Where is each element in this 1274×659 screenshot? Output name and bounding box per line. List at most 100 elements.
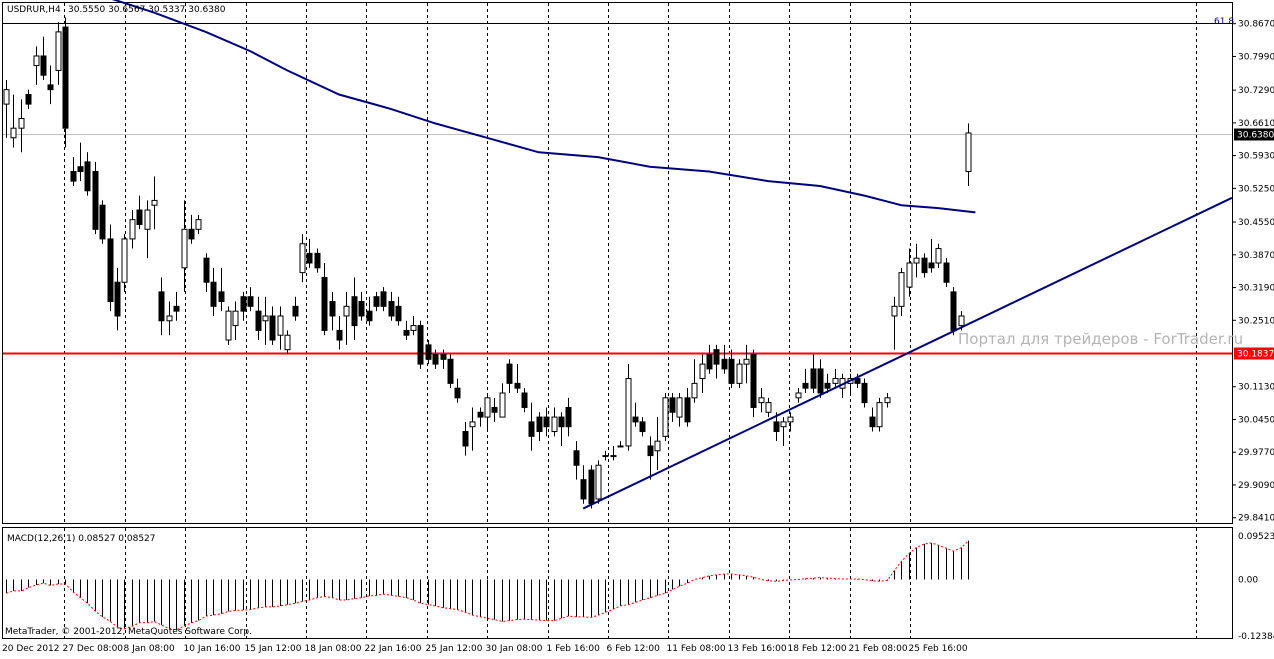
- candle-body: [158, 291, 165, 322]
- candle-body: [691, 382, 698, 399]
- time-tick-label: 15 Jan 12:00: [245, 644, 302, 654]
- price-tick-label: 30.8670: [1238, 20, 1274, 30]
- candle-body: [647, 445, 654, 457]
- candle-body: [403, 329, 410, 336]
- candle-body: [477, 411, 484, 418]
- price-tick-label: 30.6610: [1238, 119, 1274, 129]
- time-tick-label: 30 Jan 08:00: [486, 644, 543, 654]
- candle-body: [728, 358, 735, 384]
- candle-body: [913, 257, 920, 264]
- candle-body: [129, 219, 136, 240]
- candle-body: [595, 464, 602, 500]
- price-tick-label: 30.4550: [1238, 218, 1274, 228]
- candle-body: [699, 363, 706, 380]
- candle-body: [336, 329, 343, 341]
- candle-body: [787, 416, 794, 423]
- support-price-tag: [1234, 347, 1274, 360]
- candle-body: [181, 228, 188, 269]
- current-price-tag: [1234, 128, 1274, 141]
- candle-body: [3, 89, 10, 105]
- candle-body: [662, 397, 669, 437]
- candle-body: [70, 171, 77, 182]
- macd-label: MACD(12,26,1) 0.08527 0.08527: [7, 534, 156, 544]
- candle-body: [565, 406, 572, 428]
- candle-body: [610, 455, 617, 458]
- watermark: Портал для трейдеров - ForTrader.ru: [958, 330, 1243, 348]
- candlestick-series: [3, 17, 972, 509]
- time-axis: 20 Dec 2012 27 Dec 08:00 8 Jan 08:00 10 Jan…: [2, 644, 968, 654]
- candle-body: [780, 421, 787, 428]
- candle-body: [713, 349, 720, 365]
- candle-body: [869, 416, 876, 428]
- candle-body: [136, 209, 143, 225]
- candle-body: [943, 262, 950, 283]
- candle-body: [166, 315, 173, 322]
- candle-body: [617, 445, 624, 448]
- time-tick-label: 11 Feb 08:00: [667, 644, 726, 654]
- candle-body: [240, 296, 247, 312]
- candle-body: [632, 416, 639, 423]
- candle-body: [499, 392, 506, 418]
- price-tick-label: 30.1130: [1238, 383, 1274, 393]
- candle-body: [10, 127, 17, 139]
- candle-body: [654, 440, 661, 452]
- fib-level-label: 61.8: [1214, 17, 1234, 27]
- price-tick-label: 30.0450: [1238, 415, 1274, 425]
- macd-panel-frame: [2, 527, 1233, 639]
- candle-body: [203, 257, 210, 283]
- candle-body: [269, 315, 276, 341]
- price-panel-frame: [2, 2, 1233, 524]
- candle-body: [588, 469, 595, 505]
- symbol-label: USDRUR,H4: [7, 5, 61, 15]
- price-tick-label: 30.3870: [1238, 251, 1274, 261]
- candle-body: [232, 310, 239, 327]
- time-tick-label: 1 Feb 16:00: [547, 644, 601, 654]
- price-tick-label: 29.9090: [1238, 481, 1274, 491]
- candle-body: [765, 402, 772, 413]
- candle-body: [832, 378, 839, 384]
- candle-body: [706, 353, 713, 370]
- ascending-trendline: [582, 196, 1233, 510]
- candle-body: [573, 450, 580, 466]
- candle-body: [861, 382, 868, 404]
- candle-body: [195, 219, 202, 230]
- candle-body: [743, 358, 750, 365]
- candle-body: [144, 209, 151, 230]
- candle-body: [373, 296, 380, 307]
- macd-signal-line: [6, 540, 969, 631]
- candle-body: [602, 455, 609, 458]
- candle-body: [188, 228, 195, 240]
- time-tick-label: 21 Feb 08:00: [849, 644, 908, 654]
- candle-body: [92, 171, 99, 230]
- candle-body: [351, 296, 358, 327]
- candle-body: [854, 378, 861, 384]
- candle-body: [47, 84, 54, 91]
- candle-body: [388, 301, 395, 317]
- candle-body: [802, 382, 809, 389]
- macd-tick-label: -0.12384: [1238, 632, 1274, 642]
- candle-body: [151, 199, 158, 206]
- macd-tick-label: 0.09523: [1238, 532, 1274, 542]
- time-tick-label: 27 Dec 08:00: [63, 644, 124, 654]
- candle-body: [343, 305, 350, 317]
- ohlc-label: 30.5550 30.6567 30.5337 30.6380: [68, 5, 226, 15]
- candle-body: [528, 421, 535, 437]
- candle-body: [247, 296, 254, 307]
- candle-body: [721, 358, 728, 370]
- moving-average-line: [111, 0, 976, 214]
- candle-body: [536, 416, 543, 433]
- price-tick-label: 30.3190: [1238, 284, 1274, 294]
- candle-body: [225, 310, 232, 341]
- horizontal-levels: [3, 23, 1232, 355]
- candle-body: [958, 315, 965, 327]
- candle-body: [55, 31, 62, 71]
- candle-body: [306, 252, 313, 264]
- candle-body: [440, 353, 447, 360]
- candle-body: [484, 397, 491, 418]
- current-price-tag-label: 30.6380: [1237, 131, 1274, 141]
- candle-body: [491, 406, 498, 413]
- copyright-text: MetaTrader, © 2001-2012, MetaQuotes Soft…: [5, 627, 252, 637]
- candle-body: [669, 397, 676, 413]
